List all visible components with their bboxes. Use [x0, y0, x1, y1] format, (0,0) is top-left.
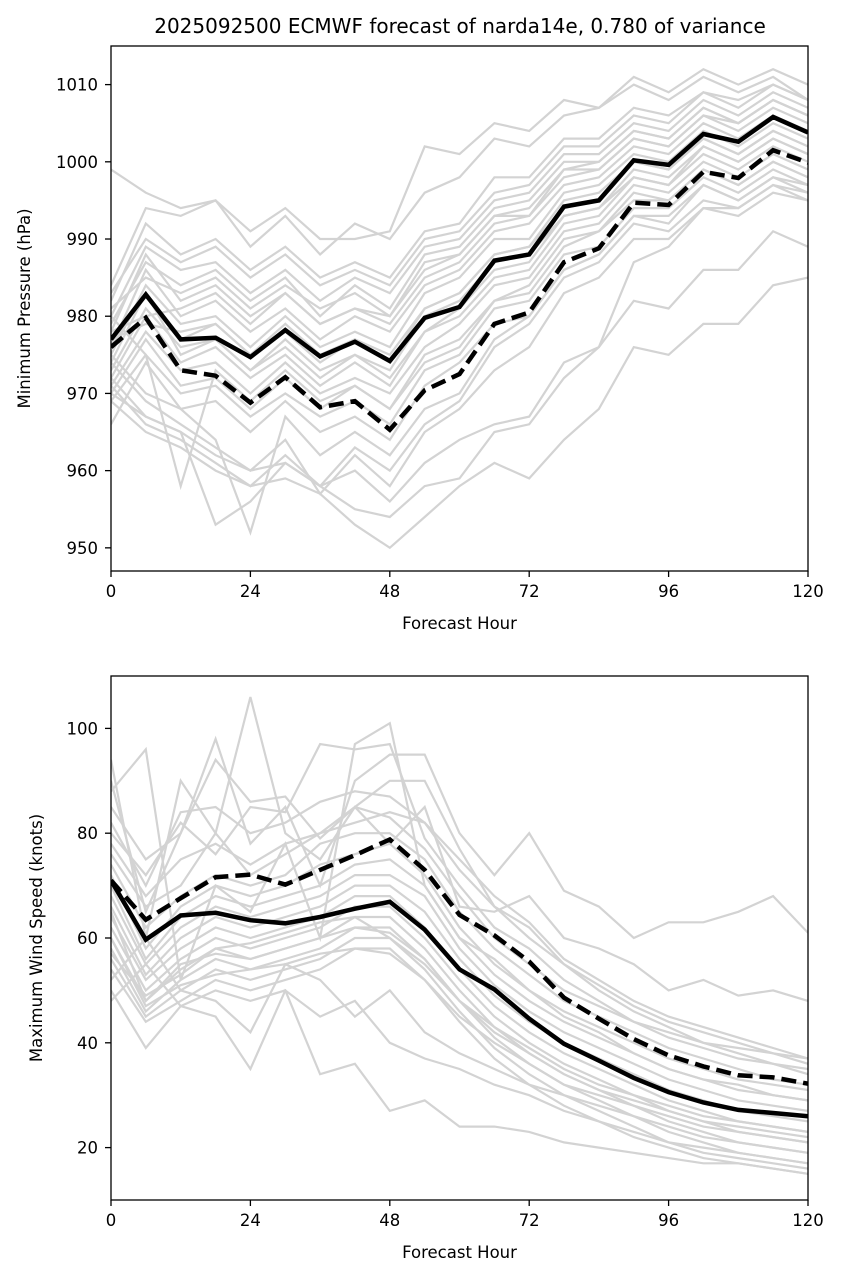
- wind-ensemble-member-line: [111, 790, 808, 1060]
- wind-ensemble-member-line: [111, 926, 808, 1165]
- wind-x-tick-label: 120: [792, 1211, 824, 1230]
- wind-ensemble-member-line: [111, 735, 808, 940]
- pressure-y-axis-label: Minimum Pressure (hPa): [15, 208, 34, 408]
- pressure-y-tick-label: 950: [67, 539, 99, 558]
- wind-x-tick-label: 48: [379, 1211, 400, 1230]
- pressure-x-tick-label: 72: [519, 582, 540, 601]
- wind-y-ticks: 20 40 60 80 100: [67, 719, 111, 1158]
- pressure-y-tick-label: 1010: [56, 76, 98, 95]
- wind-x-tick-label: 96: [658, 1211, 679, 1230]
- pressure-ensemble-member-line: [111, 183, 808, 527]
- pressure-x-tick-label: 96: [658, 582, 679, 601]
- pressure-axes-frame: [110, 45, 809, 572]
- wind-ensemble-member-line: [111, 842, 808, 1092]
- pressure-ensemble-member-line: [111, 183, 808, 504]
- pressure-ensemble-member-line: [111, 152, 808, 395]
- wind-x-axis-label: Forecast Hour: [402, 1243, 517, 1262]
- pressure-x-tick-label: 48: [379, 582, 400, 601]
- pressure-ensemble-member-line: [111, 83, 808, 294]
- pressure-ensemble-member-line: [111, 75, 808, 286]
- wind-ensemble-member-line: [111, 858, 808, 1102]
- pressure-highlight-series: [111, 114, 808, 433]
- pressure-ensemble-member-line: [111, 83, 808, 302]
- pressure-highlight-dashed-line: [111, 147, 808, 433]
- pressure-y-tick-label: 960: [67, 462, 99, 481]
- pressure-y-tick-label: 970: [67, 384, 99, 403]
- pressure-x-ticks: 0 24 48 72 96 120: [106, 571, 824, 601]
- wind-ensemble-member-line: [111, 936, 808, 1154]
- wind-y-tick-label: 60: [77, 929, 98, 948]
- wind-ensemble-member-line: [111, 962, 808, 1165]
- pressure-ensemble-member-line: [111, 276, 808, 550]
- wind-x-tick-label: 0: [106, 1211, 117, 1230]
- wind-ensemble-member-line: [111, 757, 808, 1076]
- pressure-ensemble-member-line: [111, 98, 808, 333]
- wind-ensemble-member-line: [111, 805, 808, 1065]
- pressure-panel: 0 24 48 72 96 120 950 960 970 980 990 1000 1010 For…: [15, 45, 824, 633]
- pressure-ensemble-member-line: [111, 229, 808, 519]
- pressure-ensemble-members: [111, 67, 808, 550]
- wind-highlight-solid-line: [111, 879, 808, 1119]
- wind-ensemble-member-line: [111, 905, 808, 1144]
- pressure-ensemble-member-line: [111, 91, 808, 317]
- pressure-ensemble-member-line: [111, 67, 808, 257]
- wind-ensemble-member-line: [111, 894, 808, 1133]
- pressure-x-tick-label: 24: [240, 582, 261, 601]
- pressure-x-axis-label: Forecast Hour: [402, 614, 517, 633]
- wind-panel: 0 24 48 72 96 120 20 40 60 80 100 Forecast Hour M…: [27, 675, 824, 1262]
- wind-ensemble-member-line: [111, 915, 808, 1133]
- wind-x-tick-label: 24: [240, 1211, 261, 1230]
- wind-ensemble-member-line: [111, 915, 808, 1154]
- wind-ensemble-member-line: [111, 742, 808, 1071]
- pressure-x-tick-label: 0: [106, 582, 117, 601]
- wind-ensemble-member-line: [111, 937, 808, 1144]
- pressure-ensemble-member-line: [111, 114, 808, 348]
- pressure-y-tick-label: 1000: [56, 153, 98, 172]
- pressure-ensemble-member-line: [111, 121, 808, 356]
- wind-y-tick-label: 80: [77, 824, 98, 843]
- wind-y-tick-label: 100: [67, 719, 99, 738]
- wind-ensemble-member-line: [111, 873, 808, 1112]
- pressure-y-tick-label: 980: [67, 307, 99, 326]
- pressure-y-tick-label: 990: [67, 230, 99, 249]
- wind-x-ticks: 0 24 48 72 96 120: [106, 1200, 824, 1230]
- wind-ensemble-member-line: [111, 989, 808, 1175]
- wind-y-tick-label: 20: [77, 1139, 98, 1158]
- wind-highlight-series: [111, 836, 808, 1119]
- pressure-ensemble-member-line: [111, 98, 808, 318]
- pressure-ensemble-member-line: [111, 191, 808, 496]
- pressure-highlight-solid-line: [111, 114, 808, 364]
- pressure-ensemble-member-line: [111, 176, 808, 442]
- wind-y-axis-label: Maximum Wind Speed (knots): [27, 814, 46, 1062]
- wind-highlight-dashed-line: [111, 836, 808, 1086]
- wind-ensemble-member-line: [111, 884, 808, 1123]
- pressure-ensemble-member-line: [111, 145, 808, 388]
- pressure-ensemble-member-line: [111, 129, 808, 365]
- pressure-x-tick-label: 120: [792, 582, 824, 601]
- wind-ensemble-members: [111, 696, 808, 1175]
- wind-ensemble-member-line: [111, 947, 808, 1175]
- chart-title: 2025092500 ECMWF forecast of narda14e, 0…: [154, 14, 766, 38]
- wind-y-tick-label: 40: [77, 1034, 98, 1053]
- pressure-ensemble-member-line: [111, 106, 808, 333]
- wind-x-tick-label: 72: [519, 1211, 540, 1230]
- wind-ensemble-member-line: [111, 696, 808, 1002]
- wind-ensemble-member-line: [111, 811, 808, 1060]
- pressure-ensemble-member-line: [111, 168, 808, 426]
- pressure-y-ticks: 950 960 970 980 990 1000 1010: [56, 76, 111, 558]
